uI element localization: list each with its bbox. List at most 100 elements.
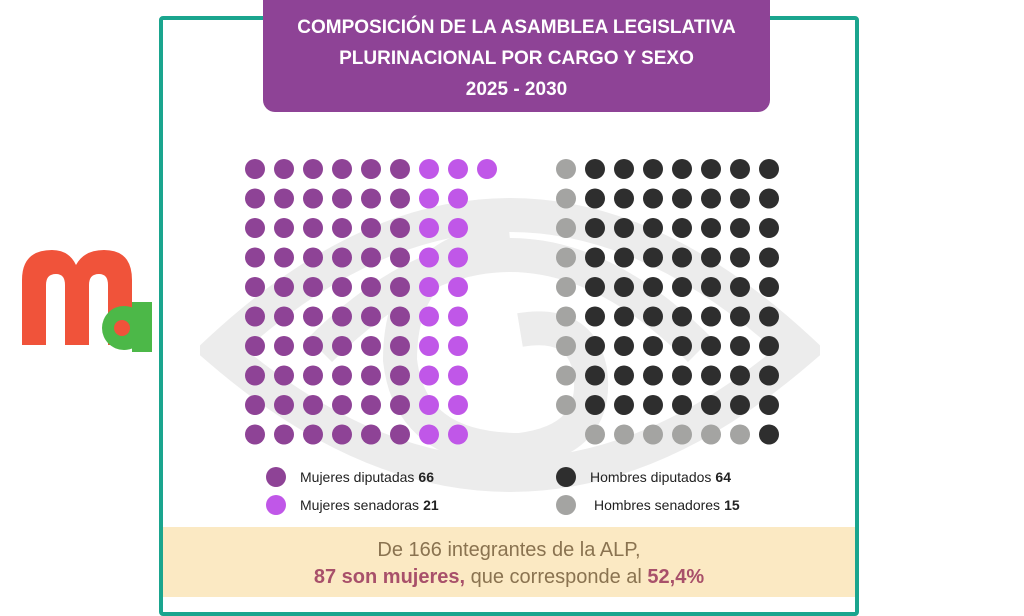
dot-hombres-diputados <box>585 277 605 297</box>
dot-mujeres-senadoras <box>448 306 468 327</box>
dot-hombres-diputados <box>643 188 663 209</box>
dot-mujeres-diputadas <box>361 395 381 415</box>
dot-hombres-senadores <box>556 188 576 209</box>
dot-hombres-diputados <box>701 247 721 268</box>
dot-mujeres-diputadas <box>390 277 410 297</box>
dot-mujeres-diputadas <box>390 336 410 356</box>
dot-hombres-diputados <box>672 336 692 356</box>
legend-label: Mujeres senadoras <box>300 497 420 513</box>
dot-mujeres-senadoras <box>419 218 439 238</box>
dot-mujeres-senadoras <box>419 159 439 179</box>
dot-hombres-diputados <box>730 365 750 386</box>
dot-mujeres-diputadas <box>303 336 323 356</box>
legend-value: 15 <box>724 497 740 513</box>
dot-mujeres-diputadas <box>274 365 294 386</box>
dot-mujeres-diputadas <box>274 247 294 268</box>
dot-mujeres-senadoras <box>448 247 468 268</box>
dot-hombres-diputados <box>672 395 692 415</box>
dot-hombres-senadores <box>556 395 576 415</box>
dot-mujeres-diputadas <box>274 218 294 238</box>
dot-mujeres-diputadas <box>361 277 381 297</box>
dot-hombres-senadores <box>643 424 663 445</box>
title-line-1: COMPOSICIÓN DE LA ASAMBLEA LEGISLATIVA <box>297 17 736 38</box>
dot-mujeres-diputadas <box>390 247 410 268</box>
dot-mujeres-diputadas <box>332 424 352 445</box>
dot-hombres-diputados <box>643 395 663 415</box>
dot-hombres-diputados <box>643 247 663 268</box>
dot-mujeres-diputadas <box>245 365 265 386</box>
legend-hombres-diputados: Hombres diputados 64 <box>556 467 731 487</box>
dot-mujeres-diputadas <box>303 159 323 179</box>
dot-hombres-senadores <box>556 365 576 386</box>
dot-hombres-diputados <box>759 395 779 415</box>
dot-hombres-diputados <box>614 277 634 297</box>
dot-hombres-diputados <box>759 188 779 209</box>
dot-hombres-diputados <box>672 277 692 297</box>
dot-mujeres-diputadas <box>274 188 294 209</box>
dot-hombres-diputados <box>730 277 750 297</box>
dot-hombres-diputados <box>614 159 634 179</box>
dot-mujeres-senadoras <box>448 218 468 238</box>
dot-mujeres-diputadas <box>303 365 323 386</box>
dot-mujeres-senadoras <box>448 336 468 356</box>
dot-mujeres-diputadas <box>390 424 410 445</box>
dot-mujeres-diputadas <box>361 188 381 209</box>
dot-hombres-senadores <box>672 424 692 445</box>
dot-hombres-diputados <box>701 277 721 297</box>
dot-hombres-diputados <box>672 306 692 327</box>
legend-mujeres-senadoras: Mujeres senadoras 21 <box>266 495 439 515</box>
dot-mujeres-diputadas <box>390 306 410 327</box>
summary-band: De 166 integrantes de la ALP, 87 son muj… <box>163 527 855 597</box>
legend-swatch <box>266 495 286 515</box>
dot-mujeres-diputadas <box>245 424 265 445</box>
dot-mujeres-diputadas <box>332 218 352 238</box>
dot-mujeres-senadoras <box>477 159 497 179</box>
dot-hombres-senadores <box>701 424 721 445</box>
dot-hombres-diputados <box>672 159 692 179</box>
dot-hombres-diputados <box>643 365 663 386</box>
dot-mujeres-diputadas <box>390 365 410 386</box>
dot-hombres-senadores <box>556 277 576 297</box>
dot-mujeres-diputadas <box>332 188 352 209</box>
dot-hombres-diputados <box>643 336 663 356</box>
dot-mujeres-diputadas <box>332 336 352 356</box>
dot-hombres-diputados <box>759 159 779 179</box>
dot-hombres-diputados <box>730 336 750 356</box>
dot-mujeres-diputadas <box>361 306 381 327</box>
dot-hombres-diputados <box>643 218 663 238</box>
title-line-2: PLURINACIONAL POR CARGO Y SEXO <box>339 48 694 69</box>
dot-hombres-diputados <box>701 159 721 179</box>
dot-hombres-diputados <box>701 336 721 356</box>
dot-hombres-diputados <box>701 218 721 238</box>
dot-hombres-diputados <box>672 365 692 386</box>
dot-mujeres-diputadas <box>361 159 381 179</box>
summary-women-count: 87 son mujeres, <box>313 566 466 588</box>
dot-mujeres-diputadas <box>303 306 323 327</box>
dot-hombres-diputados <box>759 247 779 268</box>
legend-hombres-senadores: Hombres senadores 15 <box>556 495 740 515</box>
legend-value: 21 <box>423 497 439 513</box>
dot-mujeres-diputadas <box>332 306 352 327</box>
dot-hombres-diputados <box>585 395 605 415</box>
dot-hombres-diputados <box>614 218 634 238</box>
title-line-3: 2025 - 2030 <box>465 79 568 100</box>
dot-mujeres-senadoras <box>419 306 439 327</box>
dot-hombres-diputados <box>701 395 721 415</box>
waffle-chart <box>245 159 779 445</box>
dot-mujeres-senadoras <box>448 159 468 179</box>
dot-mujeres-diputadas <box>361 424 381 445</box>
dot-hombres-diputados <box>730 159 750 179</box>
legend-swatch <box>266 467 286 487</box>
legend-label: Hombres diputados <box>590 469 712 485</box>
dot-mujeres-senadoras <box>448 277 468 297</box>
summary-percentage: 52,4% <box>647 566 705 588</box>
dot-hombres-diputados <box>672 247 692 268</box>
dot-hombres-diputados <box>585 188 605 209</box>
dot-mujeres-diputadas <box>245 277 265 297</box>
dot-mujeres-diputadas <box>332 395 352 415</box>
dot-mujeres-senadoras <box>448 424 468 445</box>
dot-mujeres-diputadas <box>361 336 381 356</box>
dot-hombres-diputados <box>643 159 663 179</box>
dot-mujeres-diputadas <box>303 424 323 445</box>
dot-mujeres-diputadas <box>245 188 265 209</box>
